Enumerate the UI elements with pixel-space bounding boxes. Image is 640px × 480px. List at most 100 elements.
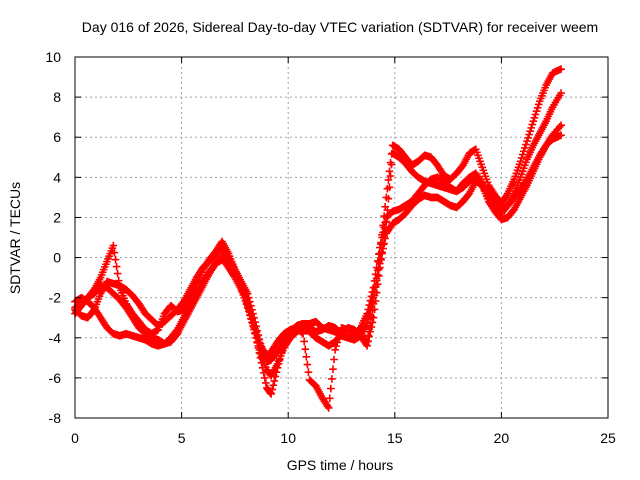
data-point bbox=[473, 148, 481, 157]
y-tick-label: -2 bbox=[49, 290, 62, 306]
data-point bbox=[371, 283, 380, 291]
data-point bbox=[517, 154, 526, 162]
data-point bbox=[331, 346, 339, 354]
data-point bbox=[557, 65, 565, 73]
data-point bbox=[377, 240, 385, 248]
data-point bbox=[376, 249, 384, 258]
data-point bbox=[522, 158, 530, 167]
data-point bbox=[113, 269, 122, 278]
data-point bbox=[253, 331, 262, 340]
data-point bbox=[364, 331, 372, 340]
data-point bbox=[246, 308, 254, 317]
data-point bbox=[243, 301, 252, 310]
data-point bbox=[379, 221, 387, 230]
data-point bbox=[114, 276, 123, 285]
data-point bbox=[255, 338, 264, 347]
data-point bbox=[327, 384, 335, 393]
data-point bbox=[526, 127, 534, 136]
data-point bbox=[482, 175, 491, 184]
data-point bbox=[329, 365, 337, 373]
data-point bbox=[533, 104, 542, 112]
data-point bbox=[479, 166, 488, 175]
data-point bbox=[480, 169, 489, 178]
x-tick-label: 5 bbox=[178, 430, 186, 446]
data-point bbox=[532, 107, 541, 115]
data-point bbox=[109, 241, 118, 250]
data-point bbox=[111, 255, 120, 264]
data-point bbox=[513, 166, 522, 175]
data-point bbox=[510, 175, 518, 184]
y-tick-label: 6 bbox=[53, 129, 61, 145]
y-tick-label: 10 bbox=[45, 49, 61, 65]
data-point bbox=[325, 394, 334, 403]
data-point bbox=[514, 163, 523, 172]
data-point bbox=[519, 147, 528, 156]
data-point bbox=[366, 318, 375, 327]
data-point bbox=[250, 321, 258, 330]
data-point bbox=[369, 299, 378, 308]
series-group bbox=[71, 65, 565, 412]
y-tick-label: -8 bbox=[49, 410, 62, 426]
data-point bbox=[557, 121, 565, 129]
y-tick-label: -6 bbox=[49, 370, 62, 386]
data-point bbox=[368, 306, 377, 314]
y-tick-label: 2 bbox=[53, 209, 61, 225]
data-point bbox=[112, 262, 121, 271]
data-point bbox=[483, 178, 492, 187]
data-point bbox=[529, 117, 538, 125]
data-point bbox=[376, 243, 384, 252]
data-point bbox=[247, 311, 255, 320]
data-point bbox=[363, 319, 371, 328]
x-tick-label: 0 bbox=[71, 430, 79, 446]
data-point bbox=[367, 312, 376, 321]
data-point bbox=[386, 172, 395, 180]
data-point bbox=[474, 151, 482, 160]
x-tick-label: 20 bbox=[494, 430, 510, 446]
data-point bbox=[475, 154, 483, 163]
data-point bbox=[262, 379, 270, 387]
data-point bbox=[363, 337, 371, 346]
grid bbox=[75, 57, 608, 418]
data-point bbox=[268, 385, 277, 394]
data-point bbox=[373, 266, 382, 275]
data-point bbox=[260, 374, 269, 382]
x-tick-label: 25 bbox=[600, 430, 616, 446]
data-point bbox=[381, 202, 390, 211]
data-point bbox=[518, 150, 527, 159]
data-point bbox=[324, 404, 333, 412]
data-point bbox=[515, 160, 524, 169]
data-point bbox=[299, 329, 307, 338]
data-point bbox=[523, 137, 531, 146]
data-point bbox=[249, 318, 257, 327]
data-point bbox=[387, 150, 396, 158]
y-tick-label: -4 bbox=[49, 330, 62, 346]
data-point bbox=[370, 291, 379, 300]
data-point bbox=[301, 345, 310, 353]
data-point bbox=[511, 172, 520, 181]
data-point bbox=[382, 217, 391, 226]
data-point bbox=[270, 377, 279, 385]
y-tick-label: 0 bbox=[53, 250, 61, 266]
x-axis-label: GPS time / hours bbox=[287, 457, 394, 473]
data-point bbox=[332, 342, 340, 350]
data-point bbox=[528, 120, 537, 129]
data-point bbox=[521, 144, 529, 152]
data-point bbox=[385, 167, 394, 176]
data-point bbox=[365, 325, 374, 333]
data-point bbox=[382, 193, 391, 202]
data-point bbox=[534, 100, 543, 109]
data-point bbox=[477, 160, 485, 169]
data-point bbox=[518, 167, 527, 176]
data-point bbox=[267, 390, 275, 398]
data-point bbox=[110, 248, 119, 257]
y-tick-label: 8 bbox=[53, 89, 61, 105]
data-point bbox=[516, 173, 525, 182]
data-point bbox=[248, 315, 256, 323]
data-point bbox=[522, 140, 530, 149]
data-point bbox=[375, 258, 383, 266]
data-point bbox=[519, 164, 528, 173]
data-point bbox=[521, 161, 529, 170]
data-point bbox=[530, 114, 539, 122]
data-point bbox=[372, 274, 381, 283]
